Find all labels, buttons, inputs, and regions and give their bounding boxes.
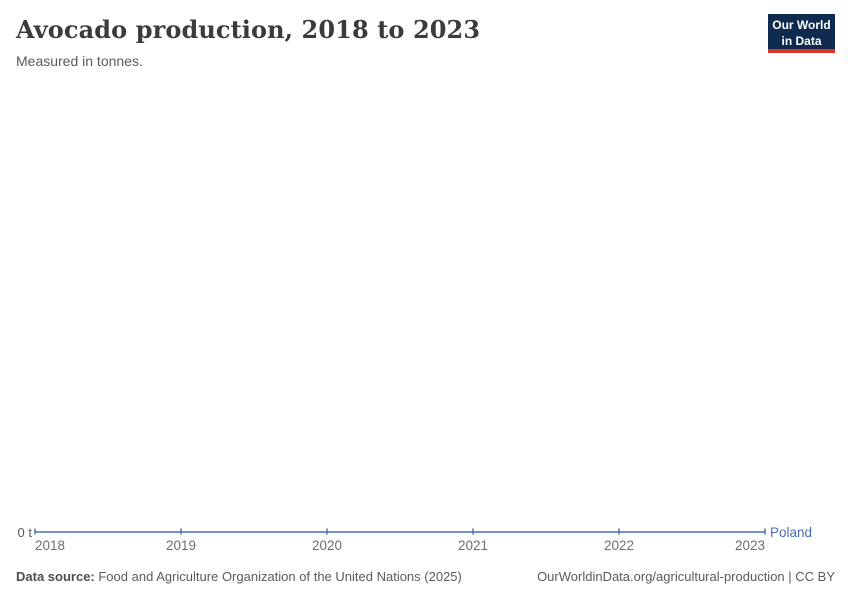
y-axis-tick-label: 0 t [17, 525, 32, 540]
footer-link[interactable]: OurWorldinData.org/agricultural-producti… [537, 569, 835, 584]
x-axis-tick-2019: 2019 [165, 538, 197, 553]
x-axis-tick-2018: 2018 [35, 538, 66, 553]
data-source-prefix: Data source: [16, 569, 95, 584]
data-source-text: Food and Agriculture Organization of the… [94, 569, 462, 584]
x-axis-tick-2020: 2020 [311, 538, 343, 553]
owid-logo[interactable]: Our World in Data [768, 14, 835, 53]
x-axis-tick-2021: 2021 [457, 538, 489, 553]
page-title: Avocado production, 2018 to 2023 [16, 15, 481, 44]
entity-label-poland[interactable]: Poland [770, 525, 813, 540]
x-axis-tick-2023: 2023 [734, 538, 765, 553]
page-subtitle: Measured in tonnes. [16, 53, 143, 69]
owid-logo-line1: Our World [772, 18, 831, 32]
data-source-note: Data source: Food and Agriculture Organi… [16, 569, 462, 584]
owid-logo-line2: in Data [781, 33, 822, 48]
x-axis-tick-2022: 2022 [603, 538, 635, 553]
